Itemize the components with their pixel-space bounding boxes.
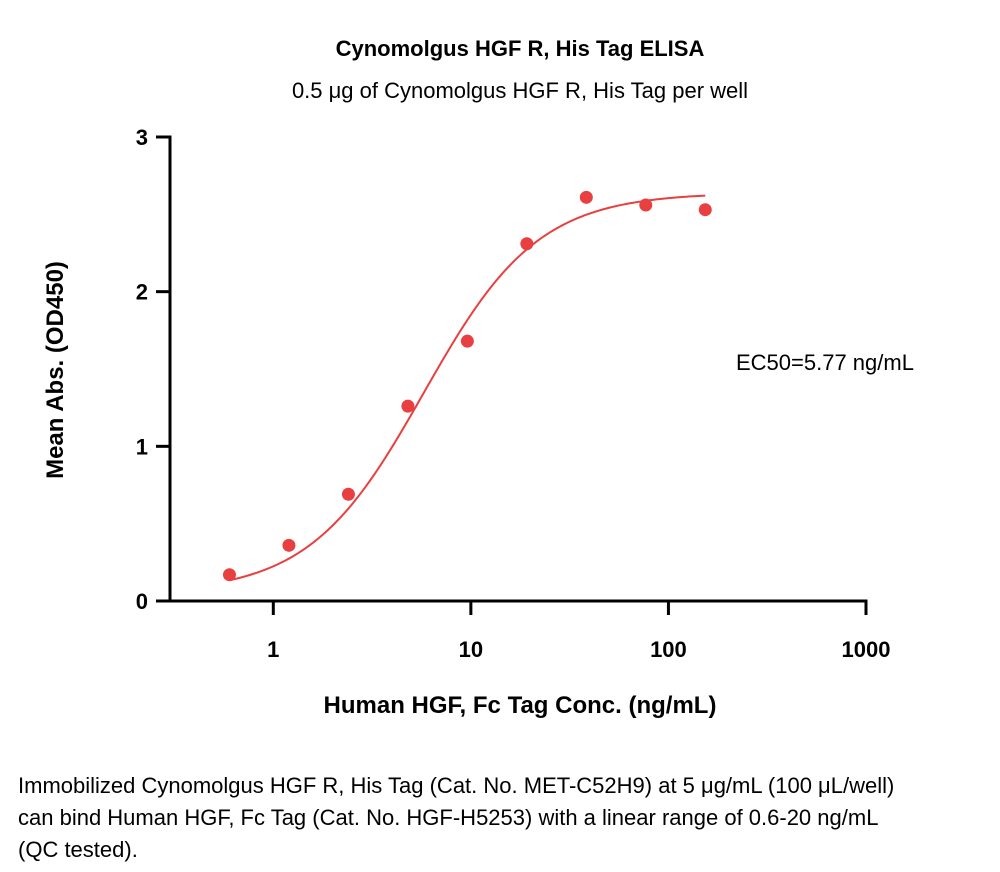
figure-caption: Immobilized Cynomolgus HGF R, His Tag (C…: [18, 773, 895, 862]
x-tick-label: 1000: [842, 637, 891, 662]
x-tick-label: 1: [267, 637, 279, 662]
y-tick-label: 0: [136, 589, 148, 614]
x-tick-label: 10: [459, 637, 483, 662]
data-point: [639, 198, 653, 212]
axes: [156, 135, 868, 615]
chart-subtitle: 0.5 μg of Cynomolgus HGF R, His Tag per …: [291, 78, 749, 103]
ec50-annotation: EC50=5.77 ng/mL: [736, 350, 914, 375]
x-axis-label: Human HGF, Fc Tag Conc. (ng/mL): [323, 692, 717, 719]
data-point: [698, 203, 712, 217]
data-point: [222, 568, 236, 582]
y-tick-label: 3: [136, 125, 148, 150]
data-point: [401, 399, 415, 413]
chart-title: Cynomolgus HGF R, His Tag ELISA: [335, 36, 705, 61]
data-points: [222, 190, 712, 582]
fit-curve-group: [229, 194, 706, 582]
tick-labels: 0 1 2 3 1 10 100 1000: [136, 125, 891, 662]
y-tick-label: 1: [136, 434, 148, 459]
y-tick-label: 2: [136, 280, 148, 305]
x-tick-label: 100: [650, 637, 687, 662]
data-point: [282, 538, 296, 552]
data-point: [460, 334, 474, 348]
fit-curve: [229, 194, 706, 582]
data-point: [341, 487, 355, 501]
y-axis-label: Mean Abs. (OD450): [42, 261, 69, 479]
data-point: [520, 237, 534, 251]
data-point: [579, 190, 593, 204]
